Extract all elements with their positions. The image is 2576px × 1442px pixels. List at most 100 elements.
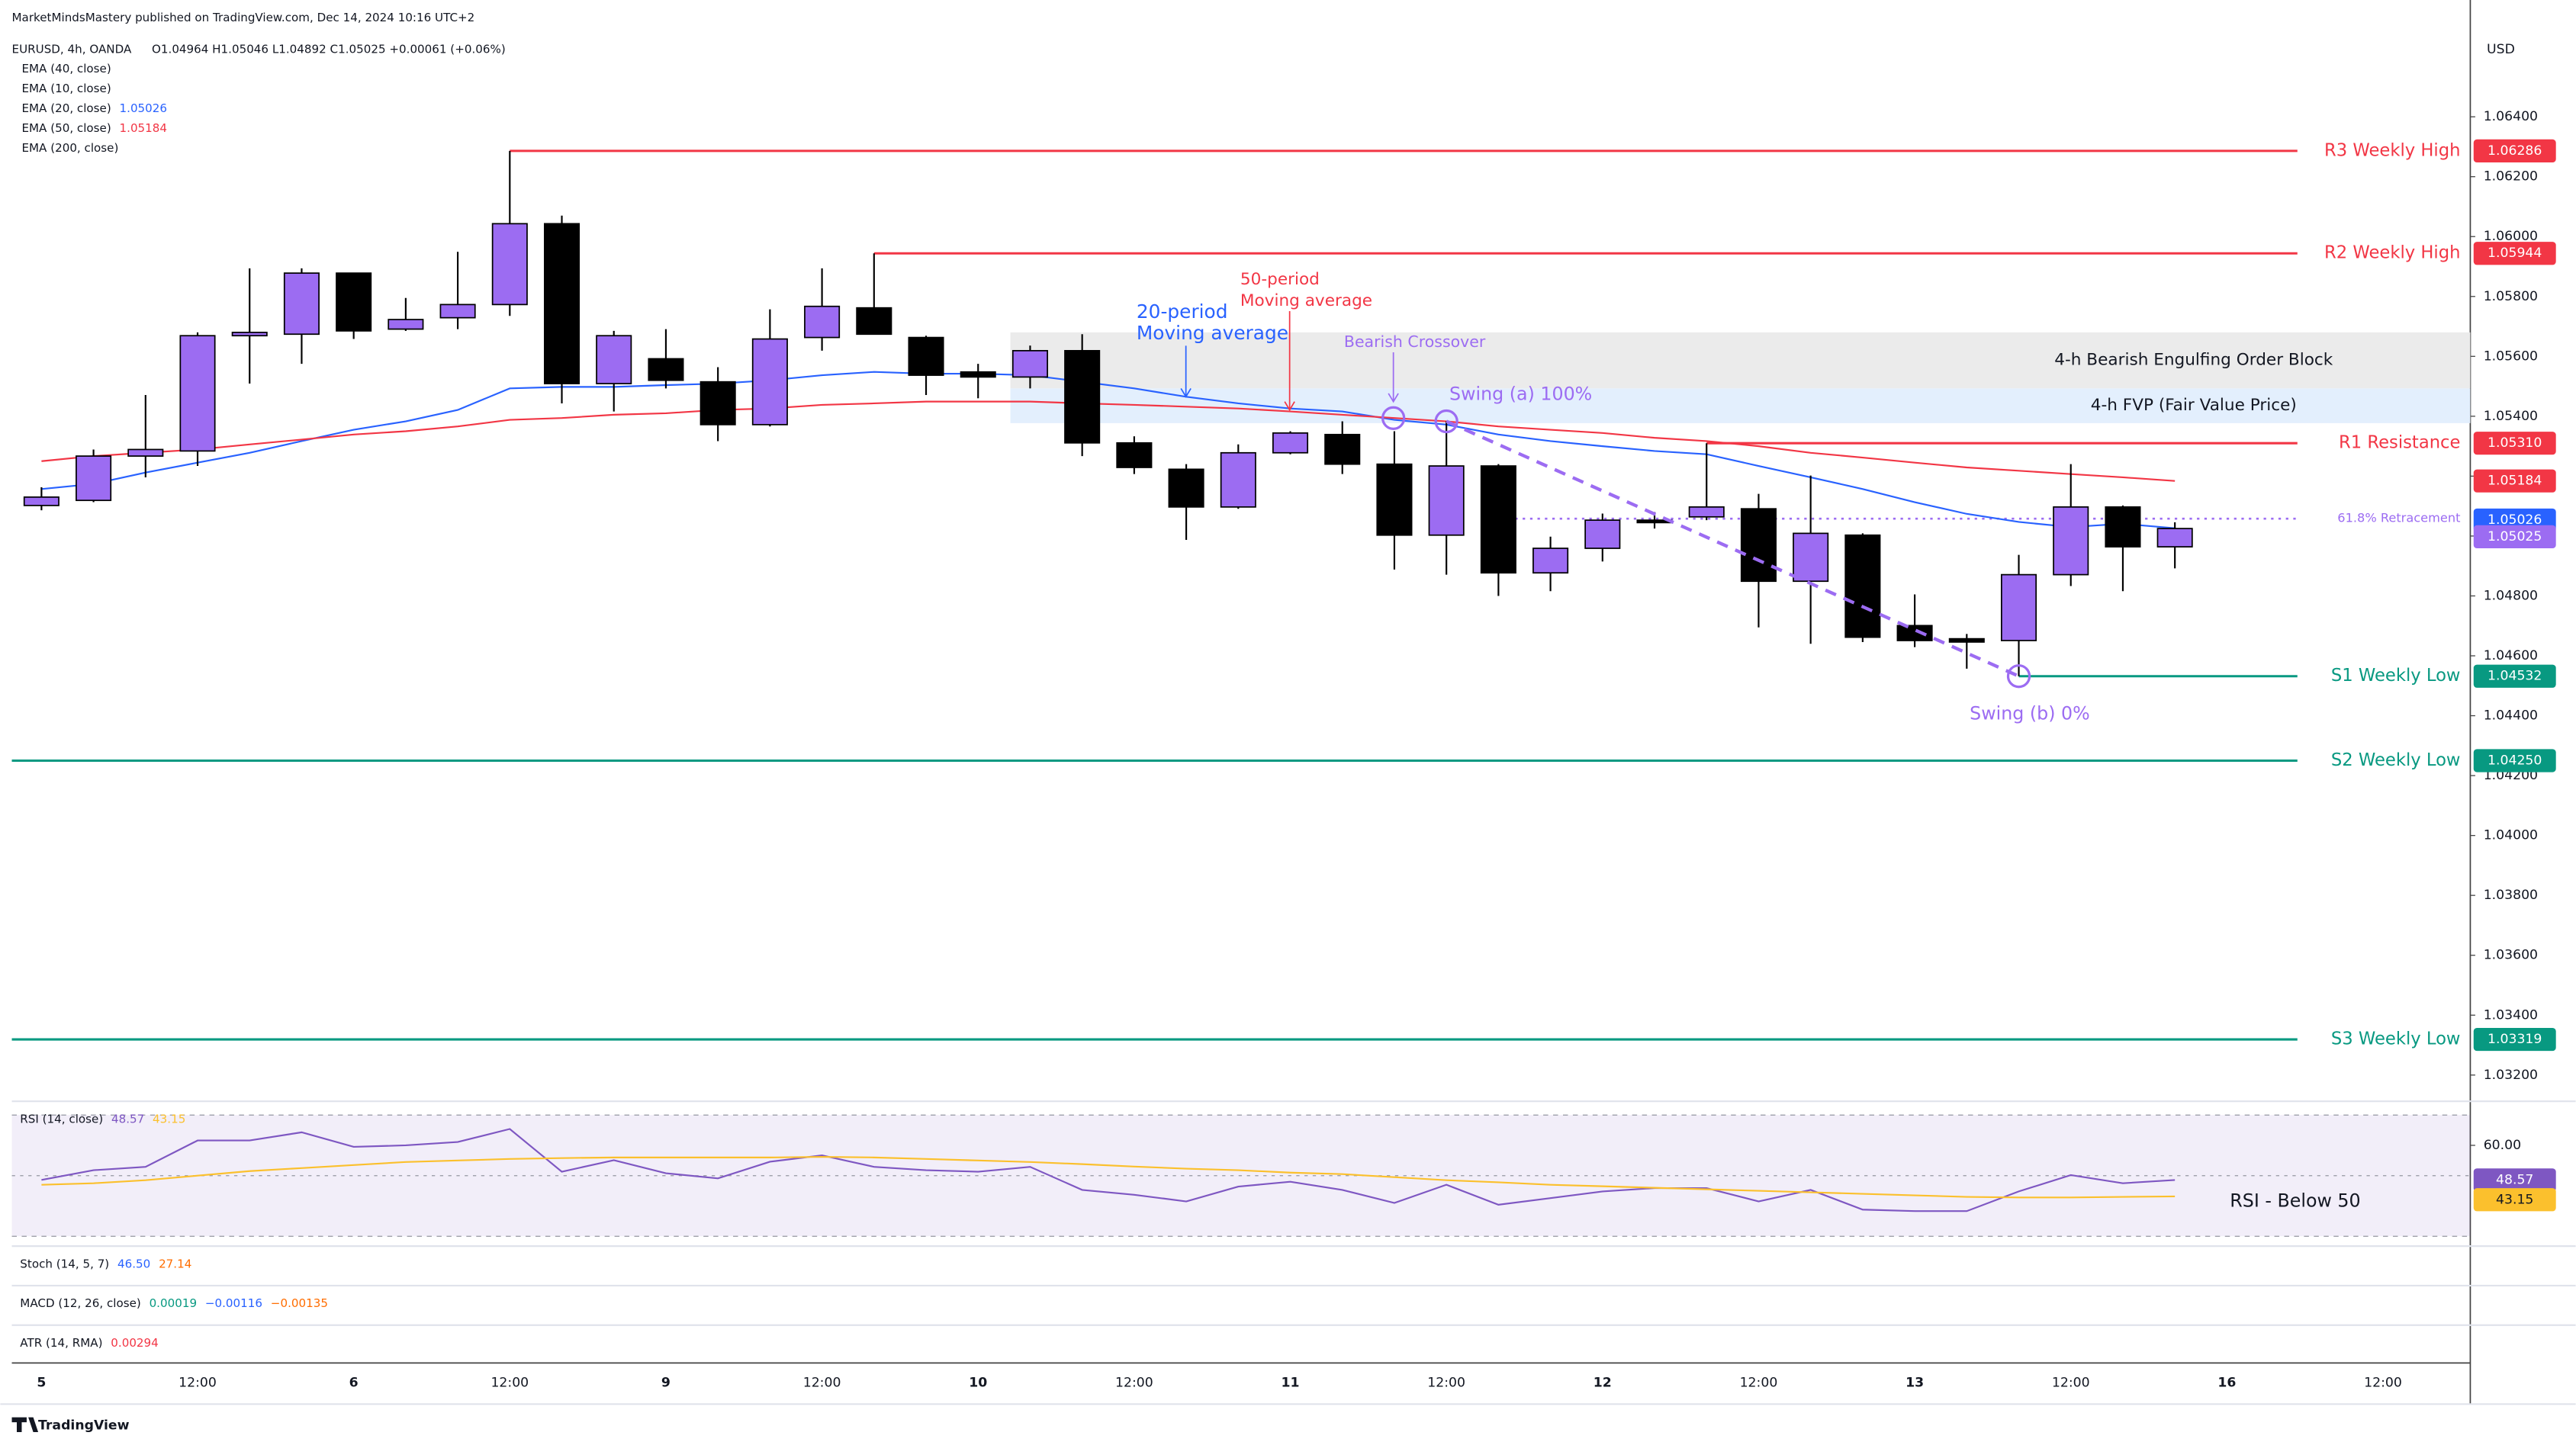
candle-body	[1793, 532, 1829, 583]
y-tick-label: 1.05400	[2484, 409, 2538, 424]
swing-marker	[2006, 664, 2031, 689]
candle-body	[231, 332, 268, 337]
x-tick-label: 12:00	[490, 1375, 529, 1390]
price-tag	[2473, 1168, 2556, 1192]
annotation: Moving average	[1240, 291, 1372, 310]
candle-body	[1688, 506, 1725, 518]
swing-line	[1446, 419, 2020, 678]
level-tag-label: 1.04250	[2488, 753, 2542, 768]
indicator-title: Stoch (14, 5, 7)	[20, 1257, 109, 1270]
arrow-head	[1388, 393, 1399, 403]
candle-body	[1116, 442, 1153, 468]
level-tag	[2473, 139, 2556, 163]
currency: USD	[2487, 42, 2515, 57]
y-tick-label: 1.05800	[2484, 289, 2538, 304]
x-tick-label: 12:00	[1427, 1375, 1465, 1390]
legend-value: 1.05184	[120, 121, 167, 135]
x-tick-label: 12:00	[2364, 1375, 2402, 1390]
x-tick-label: 12:00	[1115, 1375, 1153, 1390]
annotation: Moving average	[1137, 322, 1288, 344]
level-label: R3 Weekly High	[2324, 140, 2460, 160]
x-tick-label: 12:00	[178, 1375, 217, 1390]
indicator-readout: 0.00019	[150, 1296, 197, 1310]
zone	[1010, 332, 2471, 389]
x-tick-label: 12	[1594, 1375, 1612, 1390]
zone	[1010, 388, 2471, 423]
candle-body	[1740, 508, 1777, 583]
price-tag-label: 48.57	[2496, 1172, 2533, 1187]
legend-value: 1.05026	[120, 101, 167, 115]
candle-body	[2000, 573, 2037, 641]
candle-body	[856, 307, 892, 336]
y-tick-label: 1.05600	[2484, 348, 2538, 364]
x-tick-label: 12:00	[1740, 1375, 1778, 1390]
indicator-title: MACD (12, 26, close)	[20, 1296, 140, 1310]
brand: TradingView	[38, 1418, 130, 1433]
annotation: Swing (b) 0%	[1970, 702, 2090, 724]
candle-body	[491, 223, 528, 306]
candle-body	[127, 448, 164, 457]
annotation: Swing (a) 100%	[1449, 384, 1592, 405]
candle-body	[1376, 463, 1413, 536]
legend-entry: EMA (20, close)	[21, 101, 111, 115]
y-tick-label: 1.03800	[2484, 888, 2538, 903]
candle-body	[1272, 432, 1309, 454]
price-tag	[2473, 1188, 2556, 1212]
ema-line	[41, 371, 2176, 529]
candle-body	[1220, 451, 1256, 508]
x-tick-label: 5	[37, 1375, 46, 1390]
level-tag-label: 1.04532	[2488, 669, 2542, 684]
candle-body	[1896, 625, 1933, 641]
y-tick-label: 1.04400	[2484, 708, 2538, 724]
candle-body	[283, 272, 320, 336]
candle-body	[2105, 506, 2141, 548]
candle-body	[1324, 433, 1361, 465]
indicator-readout: 27.14	[159, 1257, 191, 1270]
candle-body	[804, 305, 841, 339]
candle-body	[1480, 465, 1516, 574]
rsi-tick-label: 60.00	[2484, 1138, 2521, 1153]
level-tag	[2473, 432, 2556, 455]
legend-entry: EMA (50, close)	[21, 121, 111, 135]
price-tag	[2473, 525, 2556, 549]
rsi-line	[41, 1155, 2176, 1199]
annotation: 20-period	[1137, 300, 1228, 323]
candle-body	[1168, 468, 1204, 508]
x-tick-label: 9	[661, 1375, 671, 1390]
candle-body	[179, 335, 216, 452]
ema-line	[41, 400, 2176, 482]
legend-entry: EMA (10, close)	[21, 82, 111, 95]
annotation: 50-period	[1240, 270, 1320, 289]
candle-body	[960, 371, 996, 378]
legend-entry: EMA (40, close)	[21, 62, 111, 75]
level-tag-label: 1.05944	[2488, 246, 2542, 261]
x-tick-label: 12:00	[2052, 1375, 2090, 1390]
x-tick-label: 11	[1282, 1375, 1300, 1390]
level-tag-label: 1.05310	[2488, 435, 2542, 451]
brand-logo	[11, 1417, 39, 1433]
candle-body	[1948, 637, 1985, 643]
candle-body	[439, 303, 476, 319]
price-tag	[2473, 469, 2556, 493]
indicator-readout: −0.00135	[271, 1296, 328, 1310]
level-label: S3 Weekly Low	[2331, 1029, 2461, 1049]
rsi-title: RSI (14, close)	[20, 1112, 103, 1126]
arrow-head	[1284, 401, 1295, 412]
arrow-head	[1180, 388, 1192, 398]
level-label: R1 Resistance	[2339, 433, 2460, 453]
y-tick-label: 1.04600	[2484, 648, 2538, 663]
indicator-readout: −0.00116	[205, 1296, 262, 1310]
swing-marker	[1381, 406, 1406, 430]
y-tick-label: 1.06400	[2484, 109, 2538, 124]
x-tick-label: 13	[1905, 1375, 1924, 1390]
indicator-readout: 0.00294	[111, 1336, 158, 1350]
retracement-label: 61.8% Retracement	[2337, 511, 2460, 525]
x-tick-label: 6	[349, 1375, 359, 1390]
x-tick-label: 10	[969, 1375, 987, 1390]
y-tick-label: 1.06000	[2484, 229, 2538, 244]
ohlc-readout: O1.04964 H1.05046 L1.04892 C1.05025 +0.0…	[152, 42, 506, 56]
candle-body	[543, 223, 580, 384]
